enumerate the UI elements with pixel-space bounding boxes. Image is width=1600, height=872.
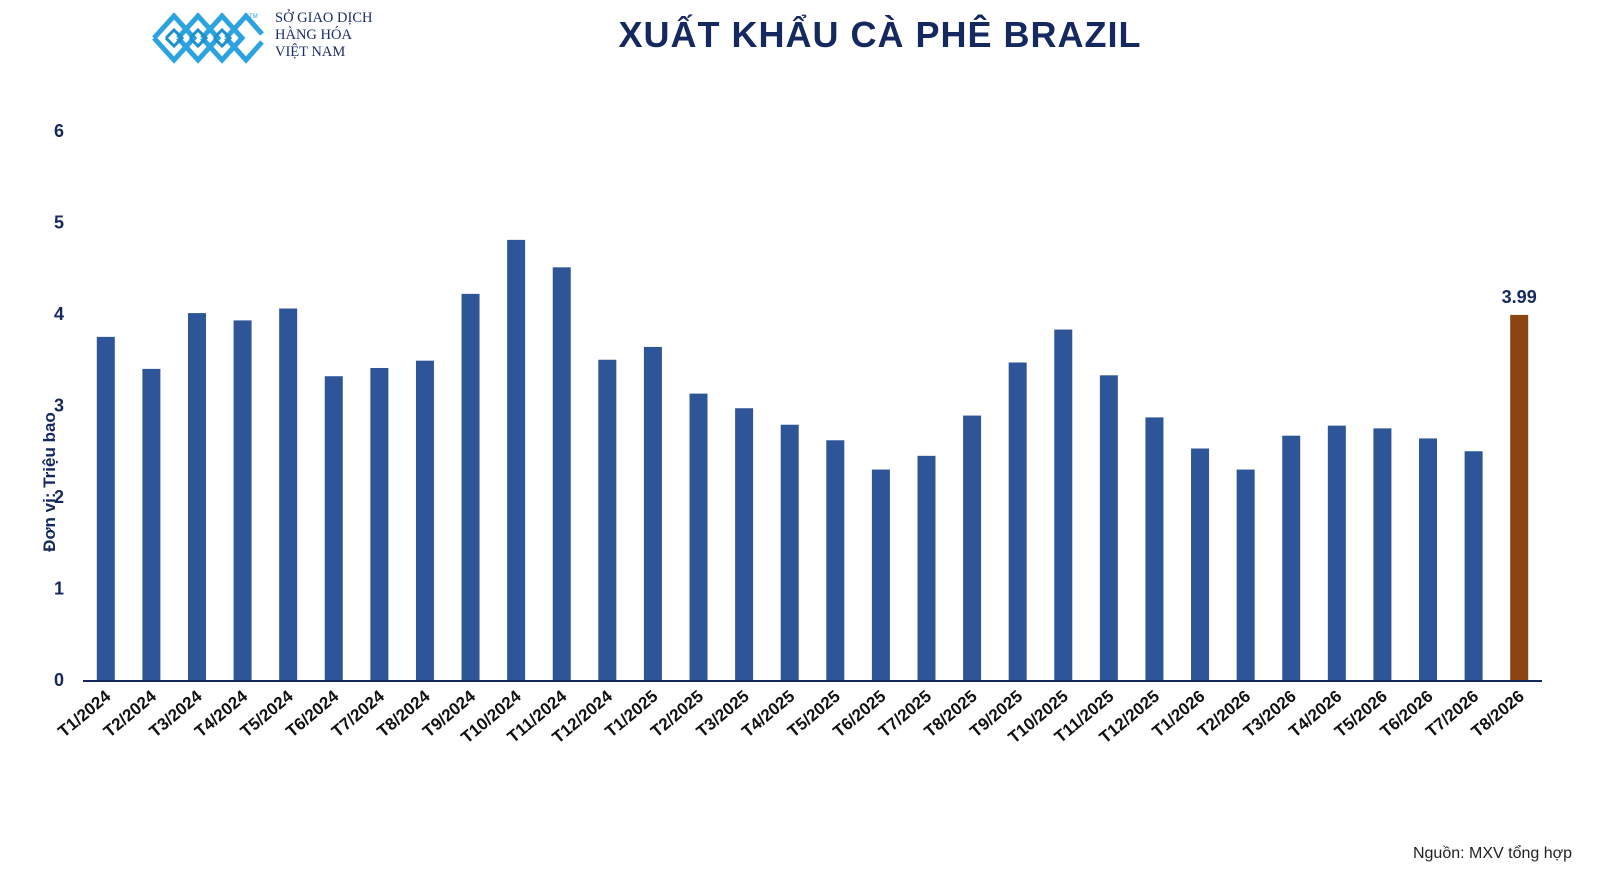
bar-t5-2026: [1373, 428, 1392, 680]
bar-t1-2025: [643, 346, 662, 680]
bar-t6-2026: [1419, 438, 1438, 680]
bar-t9-2024: [461, 293, 480, 680]
bar-t4-2026: [1327, 425, 1346, 680]
bar-t10-2024: [507, 239, 526, 680]
bars: [96, 239, 1529, 680]
bar-t11-2025: [1099, 375, 1118, 680]
bar-t7-2026: [1464, 451, 1483, 680]
logo-line-1: SỞ GIAO DỊCH: [275, 10, 373, 26]
bar-t8-2025: [963, 415, 982, 680]
y-ticks: 0 1 2 3 4 5 6: [54, 121, 64, 690]
svg-text:TM: TM: [249, 14, 258, 20]
logo-line-2: HÀNG HÓA: [275, 27, 352, 43]
data-labels: 3.99: [1502, 287, 1537, 307]
bar-t9-2025: [1008, 362, 1027, 680]
bar-t7-2024: [370, 367, 389, 680]
bar-t3-2024: [187, 313, 206, 680]
bar-t10-2025: [1054, 329, 1073, 680]
x-ticks: T1/2024T2/2024T3/2024T4/2024T5/2024T6/20…: [54, 686, 1527, 747]
bar-t8-2026: [1510, 314, 1529, 680]
y-tick-label: 1: [54, 579, 64, 599]
y-tick-label: 0: [54, 670, 64, 690]
source-note: Nguồn: MXV tổng hợp: [1412, 845, 1572, 862]
logo-text: SỞ GIAO DỊCH HÀNG HÓA VIỆT NAM: [275, 10, 372, 61]
bar-t12-2025: [1145, 417, 1164, 680]
bar-t6-2024: [324, 376, 343, 680]
chart-title: XUẤT KHẨU CÀ PHÊ BRAZIL: [618, 14, 1142, 55]
data-label: 3.99: [1502, 287, 1537, 307]
bar-t4-2024: [233, 320, 252, 680]
bar-t2-2024: [142, 368, 161, 680]
bar-t1-2026: [1191, 448, 1210, 680]
y-tick-label: 2: [54, 487, 64, 507]
y-tick-label: 6: [54, 121, 64, 141]
bar-t7-2025: [917, 455, 936, 680]
logo: TM: [152, 12, 264, 64]
logo-line-3: VIỆT NAM: [275, 44, 346, 60]
bar-t6-2025: [871, 469, 890, 680]
bar-t8-2024: [415, 360, 434, 680]
bar-t11-2024: [552, 267, 571, 680]
bar-t5-2025: [826, 440, 845, 680]
y-tick-label: 5: [54, 213, 64, 233]
bar-t12-2024: [598, 359, 617, 680]
bar-t3-2025: [735, 408, 754, 680]
bar-t1-2024: [96, 336, 115, 680]
bar-t2-2025: [689, 393, 708, 680]
bar-t2-2026: [1236, 469, 1255, 680]
y-tick-label: 4: [54, 304, 64, 324]
bar-t4-2025: [780, 424, 799, 680]
bar-t5-2024: [279, 308, 298, 680]
bar-t3-2026: [1282, 435, 1301, 680]
y-tick-label: 3: [54, 396, 64, 416]
